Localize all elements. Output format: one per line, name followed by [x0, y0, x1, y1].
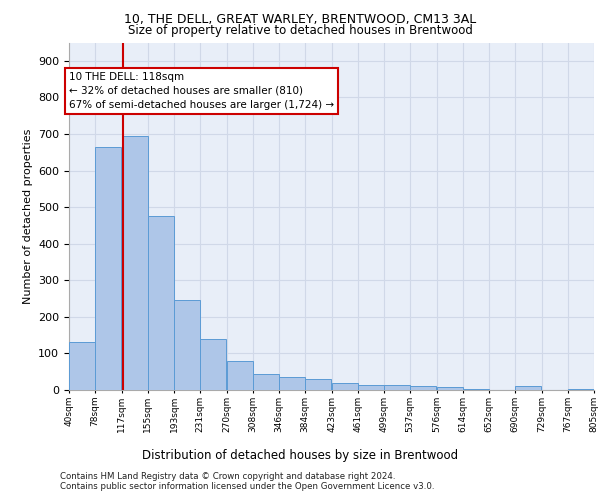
Text: Size of property relative to detached houses in Brentwood: Size of property relative to detached ho…: [128, 24, 472, 37]
Bar: [227, 360, 253, 390]
Bar: [332, 384, 358, 390]
Text: 10, THE DELL, GREAT WARLEY, BRENTWOOD, CM13 3AL: 10, THE DELL, GREAT WARLEY, BRENTWOOD, C…: [124, 12, 476, 26]
Bar: [410, 386, 436, 390]
Bar: [358, 384, 384, 390]
Text: 10 THE DELL: 118sqm
← 32% of detached houses are smaller (810)
67% of semi-detac: 10 THE DELL: 118sqm ← 32% of detached ho…: [69, 72, 334, 110]
Text: Contains HM Land Registry data © Crown copyright and database right 2024.: Contains HM Land Registry data © Crown c…: [60, 472, 395, 481]
Bar: [200, 339, 226, 390]
Bar: [253, 374, 279, 390]
Bar: [122, 136, 148, 390]
Bar: [515, 386, 541, 390]
Bar: [95, 147, 121, 390]
Bar: [174, 300, 200, 390]
Text: Contains public sector information licensed under the Open Government Licence v3: Contains public sector information licen…: [60, 482, 434, 491]
Bar: [148, 216, 174, 390]
Bar: [437, 386, 463, 390]
Bar: [279, 377, 305, 390]
Bar: [69, 342, 95, 390]
Bar: [305, 379, 331, 390]
Y-axis label: Number of detached properties: Number of detached properties: [23, 128, 32, 304]
Bar: [384, 385, 410, 390]
Text: Distribution of detached houses by size in Brentwood: Distribution of detached houses by size …: [142, 450, 458, 462]
